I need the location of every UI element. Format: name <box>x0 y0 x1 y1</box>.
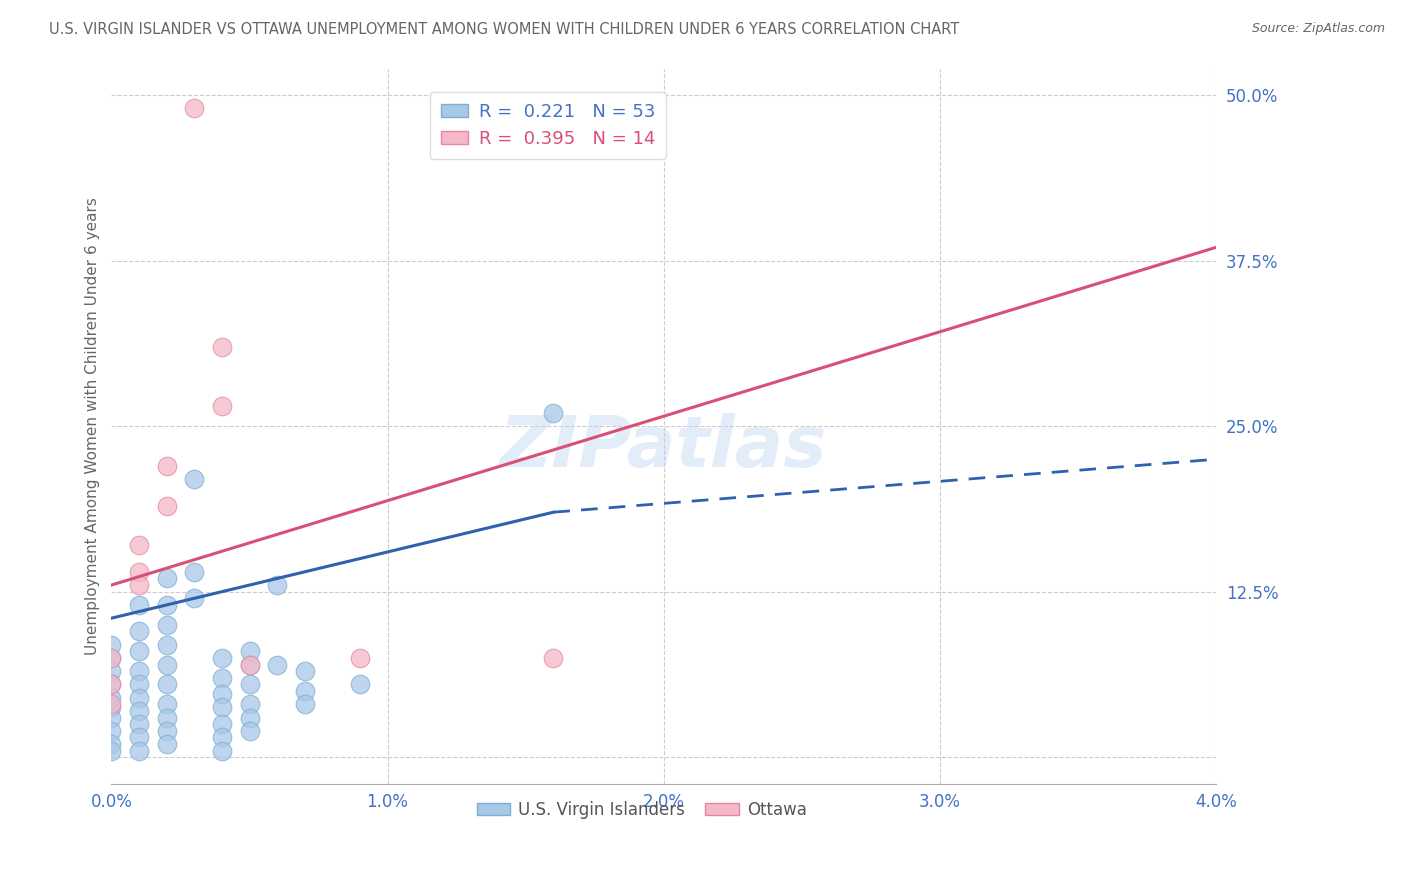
Point <box>211 717 233 731</box>
Point <box>238 710 260 724</box>
Point <box>100 744 122 758</box>
Point <box>156 737 179 751</box>
Legend: U.S. Virgin Islanders, Ottawa: U.S. Virgin Islanders, Ottawa <box>470 794 814 825</box>
Point <box>100 664 122 678</box>
Point <box>543 651 565 665</box>
Point <box>128 717 150 731</box>
Point <box>294 684 316 698</box>
Text: Source: ZipAtlas.com: Source: ZipAtlas.com <box>1251 22 1385 36</box>
Point <box>156 571 179 585</box>
Point <box>128 598 150 612</box>
Point <box>128 644 150 658</box>
Point <box>128 664 150 678</box>
Point <box>183 565 205 579</box>
Point <box>100 638 122 652</box>
Y-axis label: Unemployment Among Women with Children Under 6 years: Unemployment Among Women with Children U… <box>86 197 100 655</box>
Point <box>100 698 122 712</box>
Point <box>238 677 260 691</box>
Point <box>238 723 260 738</box>
Point <box>100 700 122 714</box>
Point <box>100 651 122 665</box>
Point <box>294 698 316 712</box>
Point <box>156 657 179 672</box>
Point <box>128 624 150 639</box>
Point <box>100 690 122 705</box>
Point <box>349 651 371 665</box>
Point <box>128 704 150 718</box>
Point <box>128 744 150 758</box>
Point <box>211 700 233 714</box>
Point <box>128 565 150 579</box>
Point <box>266 578 288 592</box>
Point <box>238 644 260 658</box>
Text: ZIPatlas: ZIPatlas <box>501 413 828 482</box>
Point <box>211 340 233 354</box>
Point <box>128 731 150 745</box>
Point <box>100 723 122 738</box>
Point <box>211 731 233 745</box>
Point <box>100 677 122 691</box>
Point <box>156 638 179 652</box>
Point <box>156 458 179 473</box>
Point <box>183 472 205 486</box>
Point <box>211 399 233 413</box>
Point <box>100 710 122 724</box>
Point <box>156 723 179 738</box>
Point <box>156 598 179 612</box>
Point <box>238 657 260 672</box>
Point <box>156 710 179 724</box>
Point <box>156 677 179 691</box>
Point <box>238 657 260 672</box>
Point <box>128 538 150 552</box>
Point <box>211 651 233 665</box>
Point <box>543 406 565 420</box>
Point <box>156 698 179 712</box>
Point <box>128 690 150 705</box>
Point <box>100 677 122 691</box>
Point <box>100 737 122 751</box>
Point <box>156 499 179 513</box>
Point <box>128 677 150 691</box>
Point <box>238 698 260 712</box>
Point <box>349 677 371 691</box>
Point <box>266 657 288 672</box>
Point <box>156 617 179 632</box>
Point <box>100 651 122 665</box>
Point <box>211 671 233 685</box>
Point <box>211 687 233 701</box>
Text: U.S. VIRGIN ISLANDER VS OTTAWA UNEMPLOYMENT AMONG WOMEN WITH CHILDREN UNDER 6 YE: U.S. VIRGIN ISLANDER VS OTTAWA UNEMPLOYM… <box>49 22 959 37</box>
Point <box>294 664 316 678</box>
Point <box>183 591 205 606</box>
Point <box>211 744 233 758</box>
Point <box>183 101 205 115</box>
Point <box>128 578 150 592</box>
